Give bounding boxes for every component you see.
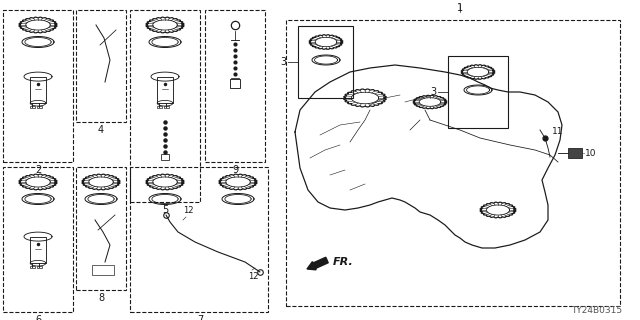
Bar — [3, 167, 73, 312]
Text: 12: 12 — [183, 206, 193, 215]
Bar — [37, 266, 42, 268]
Text: 3: 3 — [430, 87, 436, 97]
Text: 4: 4 — [98, 125, 104, 135]
Text: FR.: FR. — [333, 257, 354, 267]
FancyArrow shape — [307, 257, 328, 270]
Bar — [76, 167, 126, 290]
Bar — [298, 26, 353, 98]
Text: 3: 3 — [280, 57, 286, 67]
Bar — [130, 10, 200, 202]
Text: 11: 11 — [552, 127, 563, 137]
Bar — [205, 10, 265, 162]
Bar — [30, 236, 46, 263]
Text: 5: 5 — [162, 205, 168, 215]
Bar — [37, 106, 42, 108]
Bar — [76, 10, 126, 122]
Bar — [31, 266, 35, 268]
Text: 2: 2 — [35, 165, 41, 175]
Bar — [164, 106, 169, 108]
Bar — [92, 265, 114, 275]
Bar — [130, 167, 268, 312]
Text: 8: 8 — [98, 293, 104, 303]
Text: 6: 6 — [35, 315, 41, 320]
Bar — [30, 76, 46, 103]
Bar — [230, 79, 240, 88]
Text: 9: 9 — [232, 165, 238, 175]
Text: 1: 1 — [457, 3, 463, 13]
Text: TY24B0315: TY24B0315 — [571, 306, 622, 315]
Bar — [31, 106, 35, 108]
Text: 7: 7 — [197, 315, 203, 320]
Bar — [448, 56, 508, 128]
Text: 10: 10 — [585, 148, 596, 157]
Bar — [161, 154, 169, 160]
Text: 12: 12 — [248, 272, 259, 281]
Bar — [157, 106, 162, 108]
Bar — [568, 148, 582, 158]
Bar — [286, 20, 620, 306]
Bar — [3, 10, 73, 162]
Bar — [157, 76, 173, 103]
